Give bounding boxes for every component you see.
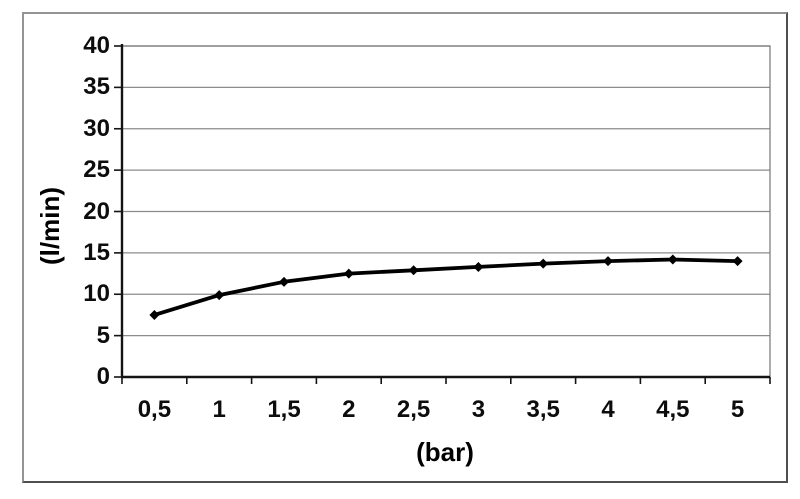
data-point-marker bbox=[603, 256, 613, 267]
y-tick-label: 15 bbox=[83, 238, 110, 266]
chart-frame bbox=[22, 12, 788, 483]
data-point-marker bbox=[473, 261, 484, 272]
data-point-marker bbox=[538, 258, 549, 269]
data-point-marker bbox=[214, 290, 225, 301]
data-point-marker bbox=[732, 256, 743, 267]
x-tick-label: 3 bbox=[471, 396, 486, 423]
data-point-marker bbox=[343, 268, 354, 279]
x-tick-label: 2,5 bbox=[396, 396, 431, 423]
y-tick-label: 10 bbox=[83, 280, 110, 308]
data-point-marker bbox=[149, 309, 160, 320]
x-tick-label: 0,5 bbox=[137, 396, 172, 423]
x-tick-label: 3,5 bbox=[526, 396, 560, 423]
y-tick-label: 40 bbox=[83, 32, 110, 59]
data-point-marker bbox=[279, 276, 289, 287]
y-tick-label: 0 bbox=[96, 363, 110, 390]
x-tick-label: 4,5 bbox=[656, 396, 690, 423]
data-point-marker bbox=[408, 265, 419, 276]
data-point-marker bbox=[667, 254, 678, 265]
y-tick-label: 35 bbox=[83, 73, 110, 101]
x-tick-label: 1,5 bbox=[267, 396, 301, 423]
y-tick-label: 30 bbox=[83, 114, 110, 142]
y-tick-label: 20 bbox=[83, 197, 110, 225]
data-series-line bbox=[152, 257, 740, 317]
x-tick-label: 2 bbox=[342, 396, 356, 423]
x-axis-title: (bar) bbox=[416, 437, 474, 467]
x-tick-label: 4 bbox=[601, 396, 615, 423]
x-tick-label: 5 bbox=[730, 396, 745, 423]
x-tick-label: 1 bbox=[212, 396, 226, 423]
y-tick-label: 5 bbox=[96, 321, 110, 349]
y-tick-label: 25 bbox=[83, 156, 110, 184]
